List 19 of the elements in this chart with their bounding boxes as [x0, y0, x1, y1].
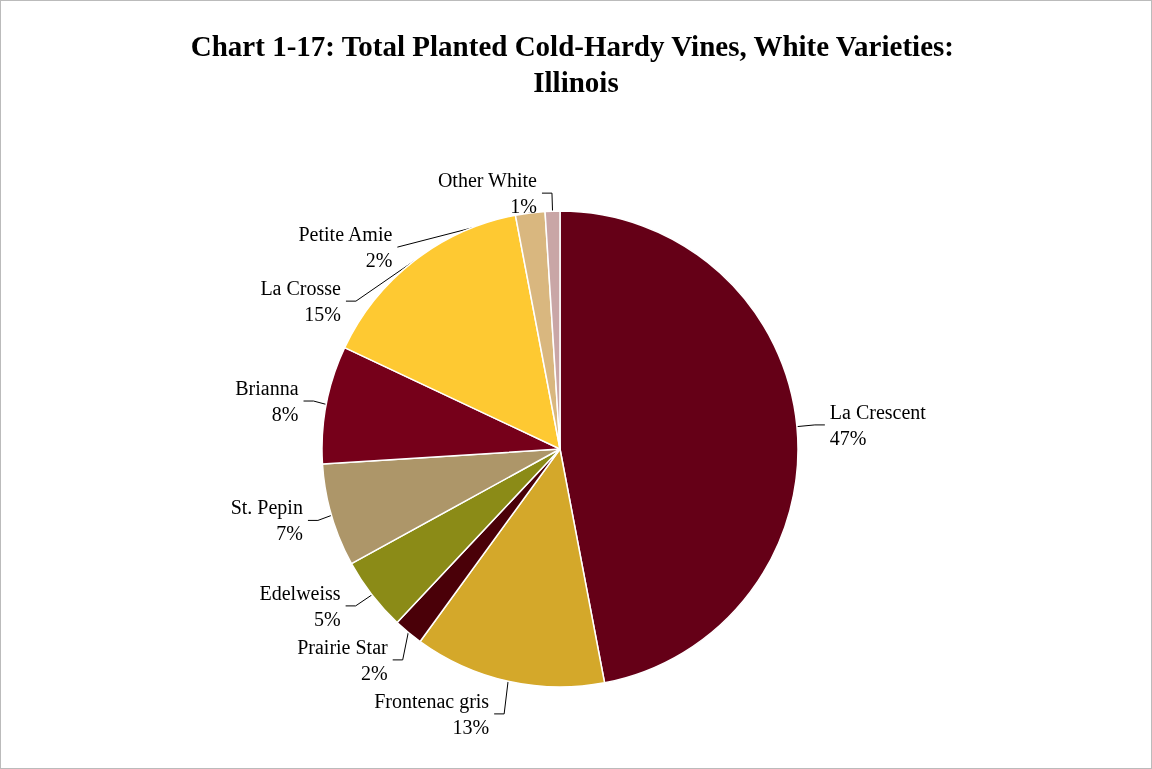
data-label: 5% — [313, 607, 341, 630]
slice-label: Other White — [437, 169, 538, 192]
data-label: 2% — [365, 249, 393, 272]
chart-title: Chart 1-17: Total Planted Cold-Hardy Vines, White Varieties: Illinois — [190, 30, 962, 98]
slice-label: Petite Amie — [298, 223, 393, 246]
slice-label: Prairie Star — [297, 635, 389, 658]
slice-label: Edelweiss — [259, 581, 341, 604]
data-label: 15% — [304, 303, 341, 326]
data-label: 7% — [276, 522, 303, 545]
slice-label: Frontenac gris — [374, 689, 490, 713]
slice-label: St. Pepin — [230, 496, 303, 520]
slice-label: La Crosse — [260, 277, 342, 300]
data-label: 47% — [829, 426, 867, 449]
data-label: 8% — [271, 403, 299, 426]
data-label: 2% — [361, 661, 388, 684]
slice-label: La Crescent — [829, 400, 927, 423]
data-label: 13% — [452, 715, 490, 738]
slice-label: Brianna — [235, 377, 299, 400]
data-label: 1% — [510, 195, 537, 218]
